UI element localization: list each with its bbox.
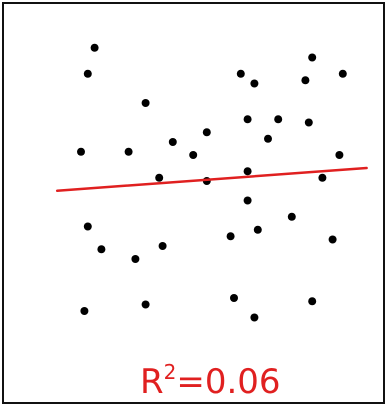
regression-line [55, 166, 368, 192]
data-point-1 [90, 43, 99, 52]
data-point-8 [338, 69, 347, 78]
data-point-19 [155, 173, 164, 182]
data-point-35 [250, 313, 259, 322]
data-point-14 [264, 134, 272, 143]
data-point-21 [243, 167, 252, 176]
r-squared-base: R [140, 362, 164, 402]
data-point-32 [230, 294, 238, 302]
data-point-23 [243, 196, 252, 205]
data-point-26 [253, 225, 262, 234]
data-point-11 [304, 118, 313, 127]
data-point-29 [97, 245, 106, 254]
data-point-34 [141, 300, 150, 309]
r-squared-value: =0.06 [176, 362, 280, 402]
data-point-4 [236, 69, 245, 78]
data-point-22 [318, 173, 327, 182]
data-point-25 [83, 222, 92, 231]
data-point-31 [131, 255, 140, 263]
data-point-15 [77, 147, 85, 156]
data-point-12 [202, 128, 211, 137]
data-point-28 [328, 235, 337, 244]
data-point-7 [301, 76, 310, 85]
data-point-33 [80, 307, 89, 315]
chart-frame [2, 2, 385, 404]
data-point-16 [124, 147, 133, 156]
data-point-18 [335, 151, 344, 159]
data-point-36 [308, 297, 317, 306]
r-squared-superscript: 2 [164, 360, 177, 384]
data-point-24 [287, 212, 296, 221]
data-point-3 [141, 99, 150, 107]
data-point-10 [274, 115, 283, 124]
data-point-30 [158, 242, 167, 250]
r-squared-annotation: R2=0.06 [140, 360, 281, 402]
data-point-27 [226, 232, 235, 241]
data-point-13 [168, 138, 177, 146]
data-point-6 [308, 53, 317, 62]
data-point-17 [189, 151, 198, 159]
data-point-5 [250, 79, 259, 88]
data-point-2 [83, 69, 92, 78]
points-layer [77, 43, 347, 322]
data-point-9 [243, 115, 252, 124]
